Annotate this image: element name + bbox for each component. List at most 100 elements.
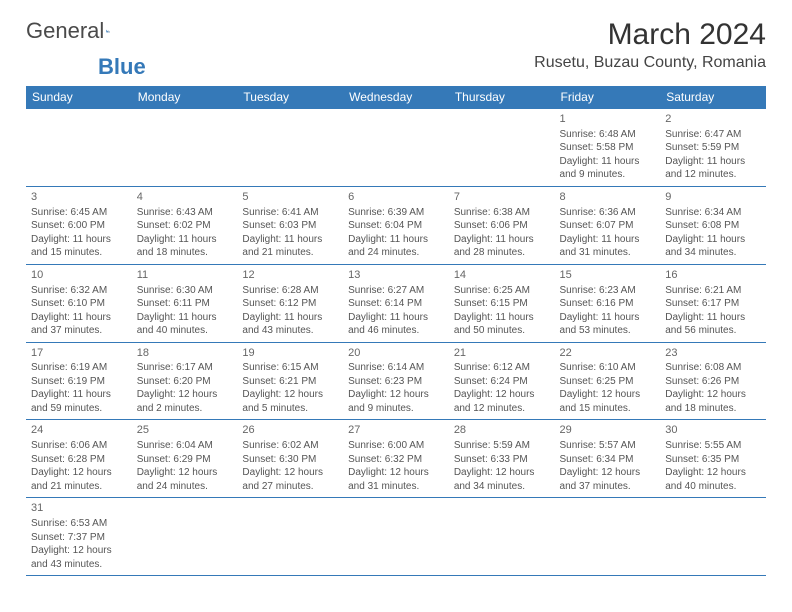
weekday-header: Sunday xyxy=(26,86,132,109)
sunrise-text: Sunrise: 6:30 AM xyxy=(137,284,233,298)
daylight-text: and 27 minutes. xyxy=(242,480,338,494)
day-number: 1 xyxy=(560,112,656,127)
sunset-text: Sunset: 6:33 PM xyxy=(454,453,550,467)
day-number: 22 xyxy=(560,346,656,361)
daylight-text: Daylight: 12 hours xyxy=(560,466,656,480)
sunrise-text: Sunrise: 6:25 AM xyxy=(454,284,550,298)
sunrise-text: Sunrise: 6:21 AM xyxy=(665,284,761,298)
day-number: 6 xyxy=(348,190,444,205)
sunset-text: Sunset: 6:25 PM xyxy=(560,375,656,389)
day-number: 2 xyxy=(665,112,761,127)
sunrise-text: Sunrise: 6:38 AM xyxy=(454,206,550,220)
daylight-text: and 28 minutes. xyxy=(454,246,550,260)
sunrise-text: Sunrise: 6:36 AM xyxy=(560,206,656,220)
sunrise-text: Sunrise: 6:19 AM xyxy=(31,361,127,375)
daylight-text: Daylight: 11 hours xyxy=(665,155,761,169)
day-number: 5 xyxy=(242,190,338,205)
daylight-text: and 34 minutes. xyxy=(454,480,550,494)
sunset-text: Sunset: 5:59 PM xyxy=(665,141,761,155)
calendar-body: 1Sunrise: 6:48 AMSunset: 5:58 PMDaylight… xyxy=(26,109,766,576)
sunset-text: Sunset: 6:07 PM xyxy=(560,219,656,233)
sunset-text: Sunset: 6:26 PM xyxy=(665,375,761,389)
day-number: 11 xyxy=(137,268,233,283)
sunrise-text: Sunrise: 6:41 AM xyxy=(242,206,338,220)
day-number: 31 xyxy=(31,501,127,516)
sunset-text: Sunset: 6:35 PM xyxy=(665,453,761,467)
calendar-table: SundayMondayTuesdayWednesdayThursdayFrid… xyxy=(26,86,766,576)
calendar-empty-cell xyxy=(449,498,555,576)
sunrise-text: Sunrise: 6:06 AM xyxy=(31,439,127,453)
calendar-empty-cell xyxy=(26,109,132,187)
daylight-text: Daylight: 11 hours xyxy=(665,233,761,247)
daylight-text: Daylight: 11 hours xyxy=(560,233,656,247)
calendar-day-cell: 15Sunrise: 6:23 AMSunset: 6:16 PMDayligh… xyxy=(555,264,661,342)
day-number: 14 xyxy=(454,268,550,283)
daylight-text: Daylight: 11 hours xyxy=(31,311,127,325)
sunrise-text: Sunrise: 6:28 AM xyxy=(242,284,338,298)
day-number: 30 xyxy=(665,423,761,438)
calendar-day-cell: 10Sunrise: 6:32 AMSunset: 6:10 PMDayligh… xyxy=(26,264,132,342)
calendar-week-row: 1Sunrise: 6:48 AMSunset: 5:58 PMDaylight… xyxy=(26,109,766,187)
daylight-text: Daylight: 12 hours xyxy=(348,388,444,402)
day-number: 9 xyxy=(665,190,761,205)
sunset-text: Sunset: 6:16 PM xyxy=(560,297,656,311)
calendar-day-cell: 31Sunrise: 6:53 AMSunset: 7:37 PMDayligh… xyxy=(26,498,132,576)
calendar-day-cell: 8Sunrise: 6:36 AMSunset: 6:07 PMDaylight… xyxy=(555,186,661,264)
sunrise-text: Sunrise: 6:43 AM xyxy=(137,206,233,220)
sunset-text: Sunset: 6:17 PM xyxy=(665,297,761,311)
calendar-day-cell: 1Sunrise: 6:48 AMSunset: 5:58 PMDaylight… xyxy=(555,109,661,187)
weekday-header: Wednesday xyxy=(343,86,449,109)
sunrise-text: Sunrise: 6:02 AM xyxy=(242,439,338,453)
day-number: 15 xyxy=(560,268,656,283)
daylight-text: and 15 minutes. xyxy=(31,246,127,260)
daylight-text: Daylight: 12 hours xyxy=(454,466,550,480)
sunrise-text: Sunrise: 6:12 AM xyxy=(454,361,550,375)
calendar-day-cell: 30Sunrise: 5:55 AMSunset: 6:35 PMDayligh… xyxy=(660,420,766,498)
calendar-day-cell: 14Sunrise: 6:25 AMSunset: 6:15 PMDayligh… xyxy=(449,264,555,342)
sunrise-text: Sunrise: 6:23 AM xyxy=(560,284,656,298)
sunrise-text: Sunrise: 6:14 AM xyxy=(348,361,444,375)
day-number: 20 xyxy=(348,346,444,361)
sunset-text: Sunset: 5:58 PM xyxy=(560,141,656,155)
calendar-empty-cell xyxy=(660,498,766,576)
daylight-text: and 50 minutes. xyxy=(454,324,550,338)
daylight-text: Daylight: 12 hours xyxy=(31,466,127,480)
daylight-text: Daylight: 12 hours xyxy=(348,466,444,480)
sunset-text: Sunset: 6:12 PM xyxy=(242,297,338,311)
daylight-text: and 43 minutes. xyxy=(31,558,127,572)
calendar-day-cell: 23Sunrise: 6:08 AMSunset: 6:26 PMDayligh… xyxy=(660,342,766,420)
daylight-text: and 31 minutes. xyxy=(560,246,656,260)
title-block: March 2024 Rusetu, Buzau County, Romania xyxy=(534,18,766,72)
calendar-empty-cell xyxy=(449,109,555,187)
sunset-text: Sunset: 6:21 PM xyxy=(242,375,338,389)
sunrise-text: Sunrise: 6:32 AM xyxy=(31,284,127,298)
day-number: 16 xyxy=(665,268,761,283)
sunrise-text: Sunrise: 6:00 AM xyxy=(348,439,444,453)
calendar-day-cell: 12Sunrise: 6:28 AMSunset: 6:12 PMDayligh… xyxy=(237,264,343,342)
sunrise-text: Sunrise: 6:10 AM xyxy=(560,361,656,375)
sunrise-text: Sunrise: 6:15 AM xyxy=(242,361,338,375)
calendar-day-cell: 9Sunrise: 6:34 AMSunset: 6:08 PMDaylight… xyxy=(660,186,766,264)
daylight-text: and 31 minutes. xyxy=(348,480,444,494)
day-number: 27 xyxy=(348,423,444,438)
month-title: March 2024 xyxy=(534,18,766,52)
daylight-text: and 56 minutes. xyxy=(665,324,761,338)
daylight-text: and 15 minutes. xyxy=(560,402,656,416)
day-number: 12 xyxy=(242,268,338,283)
sunset-text: Sunset: 6:06 PM xyxy=(454,219,550,233)
calendar-empty-cell xyxy=(132,109,238,187)
logo: General xyxy=(26,18,128,44)
daylight-text: and 9 minutes. xyxy=(560,168,656,182)
daylight-text: and 5 minutes. xyxy=(242,402,338,416)
calendar-day-cell: 27Sunrise: 6:00 AMSunset: 6:32 PMDayligh… xyxy=(343,420,449,498)
day-number: 25 xyxy=(137,423,233,438)
daylight-text: Daylight: 12 hours xyxy=(137,388,233,402)
sunset-text: Sunset: 6:20 PM xyxy=(137,375,233,389)
daylight-text: Daylight: 11 hours xyxy=(454,233,550,247)
calendar-day-cell: 5Sunrise: 6:41 AMSunset: 6:03 PMDaylight… xyxy=(237,186,343,264)
sunset-text: Sunset: 6:10 PM xyxy=(31,297,127,311)
daylight-text: and 21 minutes. xyxy=(31,480,127,494)
daylight-text: Daylight: 11 hours xyxy=(348,233,444,247)
weekday-header: Thursday xyxy=(449,86,555,109)
day-number: 7 xyxy=(454,190,550,205)
